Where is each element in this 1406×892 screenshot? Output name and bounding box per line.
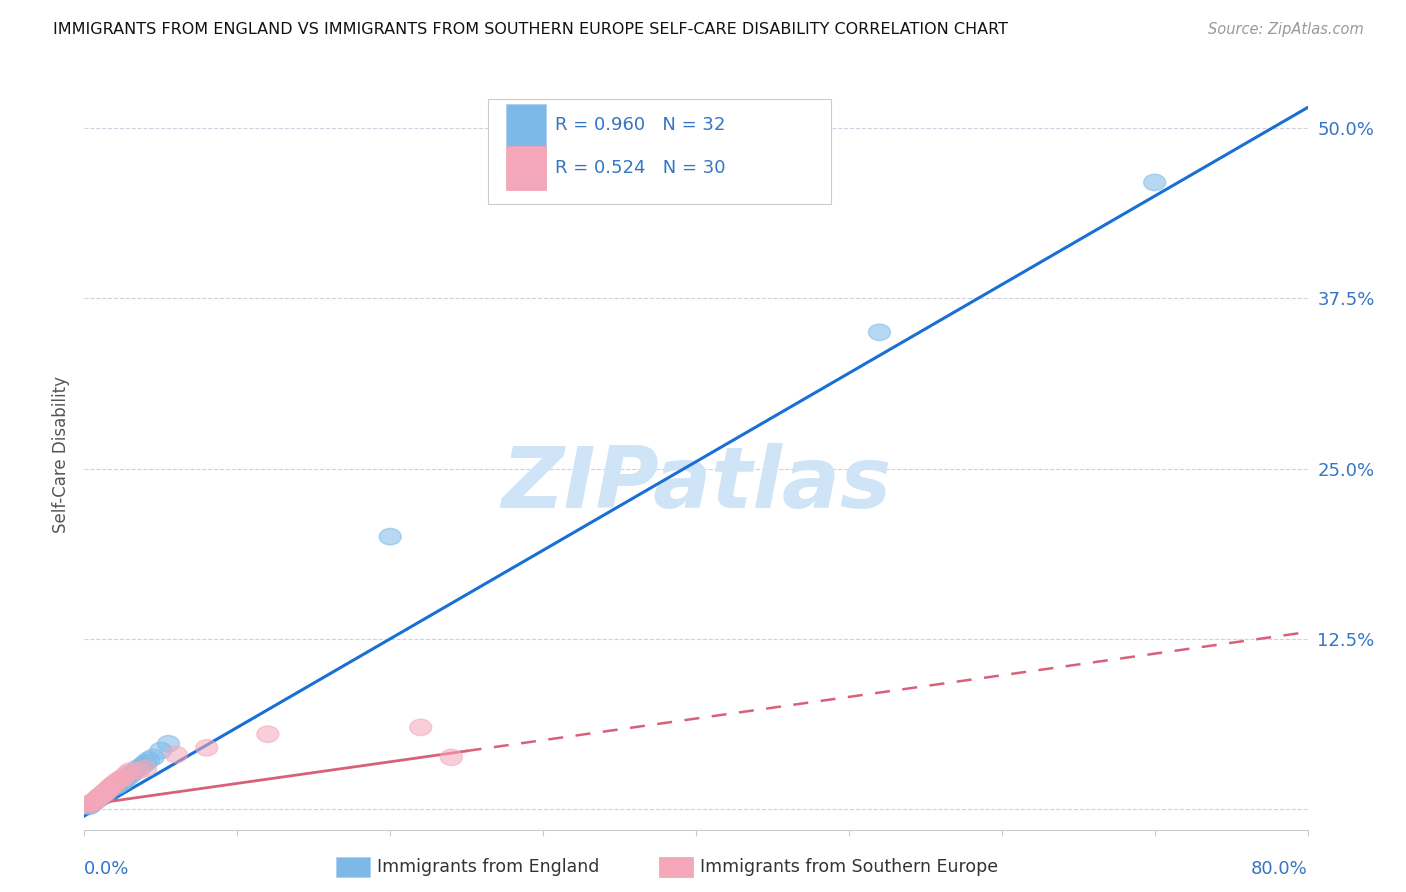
Ellipse shape — [138, 752, 160, 768]
Ellipse shape — [82, 796, 103, 812]
Ellipse shape — [89, 789, 111, 805]
Ellipse shape — [80, 797, 101, 814]
Ellipse shape — [120, 767, 141, 783]
Ellipse shape — [110, 771, 132, 788]
Ellipse shape — [84, 793, 105, 809]
Text: Immigrants from Southern Europe: Immigrants from Southern Europe — [700, 858, 998, 876]
Ellipse shape — [127, 760, 149, 777]
FancyBboxPatch shape — [506, 103, 546, 148]
Ellipse shape — [104, 775, 127, 791]
Ellipse shape — [131, 757, 153, 773]
Ellipse shape — [157, 736, 180, 752]
Ellipse shape — [127, 763, 149, 780]
Ellipse shape — [80, 796, 101, 812]
Text: R = 0.524   N = 30: R = 0.524 N = 30 — [555, 159, 725, 177]
Text: Immigrants from England: Immigrants from England — [377, 858, 599, 876]
Ellipse shape — [409, 719, 432, 736]
Text: 0.0%: 0.0% — [84, 860, 129, 878]
Ellipse shape — [107, 772, 129, 789]
Ellipse shape — [117, 765, 138, 782]
Ellipse shape — [83, 794, 104, 811]
Ellipse shape — [869, 324, 890, 341]
Ellipse shape — [86, 791, 108, 808]
Ellipse shape — [440, 749, 463, 765]
Ellipse shape — [91, 786, 114, 803]
Ellipse shape — [165, 747, 187, 763]
Ellipse shape — [96, 781, 118, 798]
Y-axis label: Self-Care Disability: Self-Care Disability — [52, 376, 70, 533]
Ellipse shape — [1143, 174, 1166, 191]
Text: 80.0%: 80.0% — [1251, 860, 1308, 878]
Ellipse shape — [86, 791, 108, 808]
Ellipse shape — [103, 779, 124, 796]
Ellipse shape — [94, 783, 117, 799]
Ellipse shape — [120, 763, 141, 780]
Ellipse shape — [257, 726, 278, 742]
Ellipse shape — [96, 783, 118, 799]
Ellipse shape — [195, 739, 218, 756]
Text: Source: ZipAtlas.com: Source: ZipAtlas.com — [1208, 22, 1364, 37]
Ellipse shape — [87, 790, 110, 806]
Ellipse shape — [98, 780, 120, 797]
Text: IMMIGRANTS FROM ENGLAND VS IMMIGRANTS FROM SOUTHERN EUROPE SELF-CARE DISABILITY : IMMIGRANTS FROM ENGLAND VS IMMIGRANTS FR… — [53, 22, 1008, 37]
Ellipse shape — [101, 778, 122, 794]
Ellipse shape — [380, 528, 401, 545]
FancyBboxPatch shape — [506, 146, 546, 190]
Ellipse shape — [87, 790, 110, 806]
Ellipse shape — [135, 760, 156, 777]
Ellipse shape — [117, 770, 138, 786]
Ellipse shape — [105, 778, 128, 794]
Ellipse shape — [89, 789, 111, 805]
Ellipse shape — [135, 755, 156, 771]
Ellipse shape — [90, 788, 112, 804]
Ellipse shape — [142, 749, 165, 765]
Ellipse shape — [122, 764, 145, 780]
Ellipse shape — [90, 788, 112, 804]
Ellipse shape — [83, 794, 104, 811]
Ellipse shape — [150, 742, 172, 759]
Ellipse shape — [94, 785, 117, 801]
Ellipse shape — [84, 793, 105, 809]
Ellipse shape — [110, 775, 132, 791]
Ellipse shape — [93, 786, 115, 803]
Ellipse shape — [100, 780, 121, 797]
Ellipse shape — [103, 776, 124, 793]
Ellipse shape — [98, 781, 120, 798]
Ellipse shape — [77, 797, 100, 814]
Ellipse shape — [111, 770, 134, 786]
Text: R = 0.960   N = 32: R = 0.960 N = 32 — [555, 116, 725, 134]
Ellipse shape — [112, 772, 135, 789]
Text: ZIPatlas: ZIPatlas — [501, 443, 891, 526]
FancyBboxPatch shape — [488, 99, 831, 204]
Ellipse shape — [77, 798, 100, 814]
Ellipse shape — [82, 794, 103, 811]
Ellipse shape — [107, 776, 129, 793]
Ellipse shape — [93, 785, 115, 801]
Ellipse shape — [100, 779, 121, 796]
